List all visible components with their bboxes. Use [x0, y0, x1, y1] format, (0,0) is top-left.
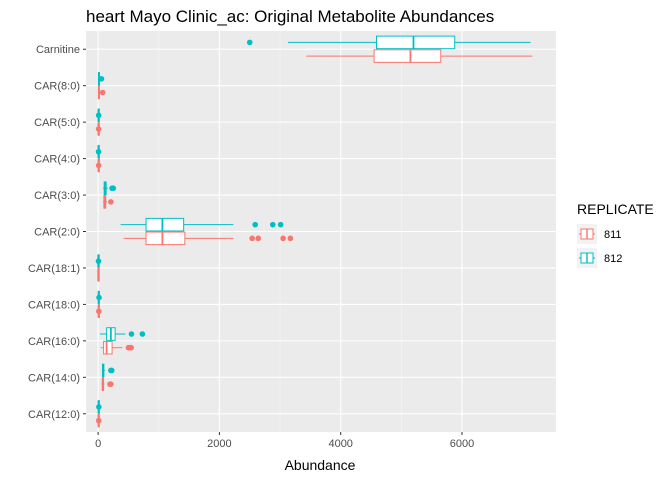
y-tick-label: CAR(14:0) — [28, 372, 80, 384]
y-tick-label: CAR(4:0) — [34, 154, 80, 166]
outlier-point — [255, 235, 262, 242]
outlier-point — [277, 221, 284, 228]
box — [375, 35, 456, 50]
outlier-point — [96, 294, 102, 301]
box — [373, 49, 442, 63]
box — [145, 217, 185, 232]
outlier-point — [108, 381, 114, 387]
y-tick-label: CAR(8:0) — [34, 81, 80, 93]
x-tick-label: 6000 — [450, 438, 474, 450]
box — [145, 231, 186, 246]
y-tick-label: CAR(2:0) — [34, 227, 80, 239]
outlier-point — [96, 308, 102, 315]
outlier-point — [110, 185, 117, 192]
y-tick-label: CAR(3:0) — [34, 190, 80, 202]
outlier-point — [95, 258, 102, 264]
y-axis: CAR(12:0) CAR(14:0) CAR(16:0) CAR(18:0) CAR(… — [28, 44, 86, 421]
outlier-point — [280, 235, 286, 242]
outlier-point — [95, 112, 102, 119]
y-tick-label: CAR(18:0) — [28, 299, 80, 311]
outlier-point — [108, 367, 115, 374]
legend-key-811 — [577, 224, 597, 244]
outlier-point — [96, 404, 102, 410]
legend-label: 812 — [604, 253, 622, 265]
outlier-point — [252, 221, 258, 228]
series-811 — [95, 49, 533, 428]
x-tick-label: 0 — [95, 438, 101, 450]
outlier-point — [249, 235, 255, 242]
legend-key-812 — [577, 248, 597, 268]
outlier-point — [269, 221, 276, 228]
outlier-point — [128, 344, 134, 351]
y-tick-label: Carnitine — [36, 44, 80, 56]
y-tick-label: CAR(18:1) — [28, 263, 80, 275]
outlier-point — [98, 76, 105, 82]
x-axis: 0 2000 4000 6000 — [95, 432, 474, 450]
outlier-point — [95, 148, 102, 155]
y-tick-label: CAR(16:0) — [28, 336, 80, 348]
series-812 — [95, 35, 531, 414]
outlier-point — [95, 162, 102, 169]
x-tick-label: 4000 — [328, 438, 352, 450]
outlier-point — [128, 331, 135, 337]
chart-title: heart Mayo Clinic_ac: Original Metabolit… — [86, 7, 494, 26]
outlier-point — [287, 235, 294, 242]
legend-label: 811 — [604, 229, 622, 241]
y-tick-label: CAR(12:0) — [28, 409, 80, 421]
outlier-point — [95, 417, 102, 424]
outlier-point — [99, 89, 106, 96]
x-tick-label: 2000 — [207, 438, 231, 450]
y-tick-label: CAR(5:0) — [34, 117, 80, 129]
legend-title: REPLICATE — [577, 201, 654, 217]
outlier-point — [95, 126, 102, 132]
outlier-point — [246, 39, 253, 46]
legend: REPLICATE 811 812 — [577, 201, 654, 268]
outlier-point — [139, 331, 146, 337]
outlier-point — [108, 199, 114, 205]
box — [103, 340, 113, 355]
plot-panel — [86, 31, 556, 432]
x-axis-title: Abundance — [285, 457, 356, 473]
